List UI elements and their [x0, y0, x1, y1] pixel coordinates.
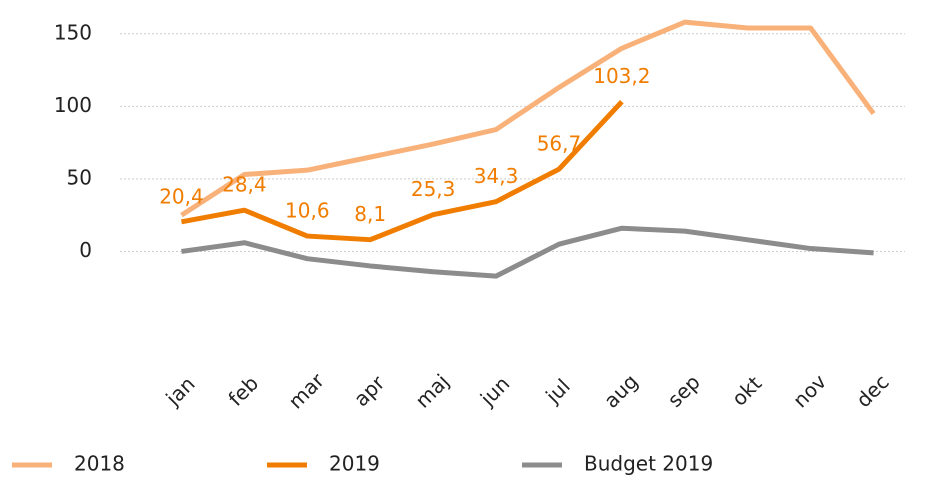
x-tick-label: feb: [223, 371, 263, 411]
x-tick-label: sep: [663, 370, 705, 412]
data-label: 20,4: [159, 184, 204, 208]
x-tick-label: dec: [851, 370, 893, 412]
data-label: 28,4: [222, 173, 267, 197]
x-tick-label: jan: [160, 372, 199, 411]
x-tick-label: mar: [284, 368, 330, 414]
y-tick-label: 50: [67, 165, 92, 189]
x-tick-label: okt: [727, 371, 766, 410]
data-label: 10,6: [285, 199, 330, 223]
x-tick-label: apr: [349, 370, 390, 411]
y-tick-label: 0: [79, 238, 92, 262]
data-label: 103,2: [593, 64, 650, 88]
x-tick-label: nov: [788, 369, 831, 412]
series-line: [181, 225, 874, 279]
y-tick-label: 100: [54, 93, 92, 117]
data-label: 25,3: [411, 177, 456, 201]
data-label: 34,3: [474, 164, 519, 188]
legend-label: 2018: [74, 452, 125, 476]
legend-label: 2019: [329, 452, 380, 476]
legend-label: Budget 2019: [584, 452, 713, 476]
x-tick-label: jul: [540, 374, 575, 409]
data-label: 8,1: [354, 202, 386, 226]
x-tick-label: jun: [475, 372, 515, 412]
series-line: [180, 19, 876, 218]
data-label: 56,7: [537, 132, 582, 156]
series-line: [181, 99, 624, 243]
y-tick-label: 150: [54, 20, 92, 44]
x-tick-label: maj: [410, 369, 453, 412]
x-tick-label: aug: [599, 369, 643, 413]
